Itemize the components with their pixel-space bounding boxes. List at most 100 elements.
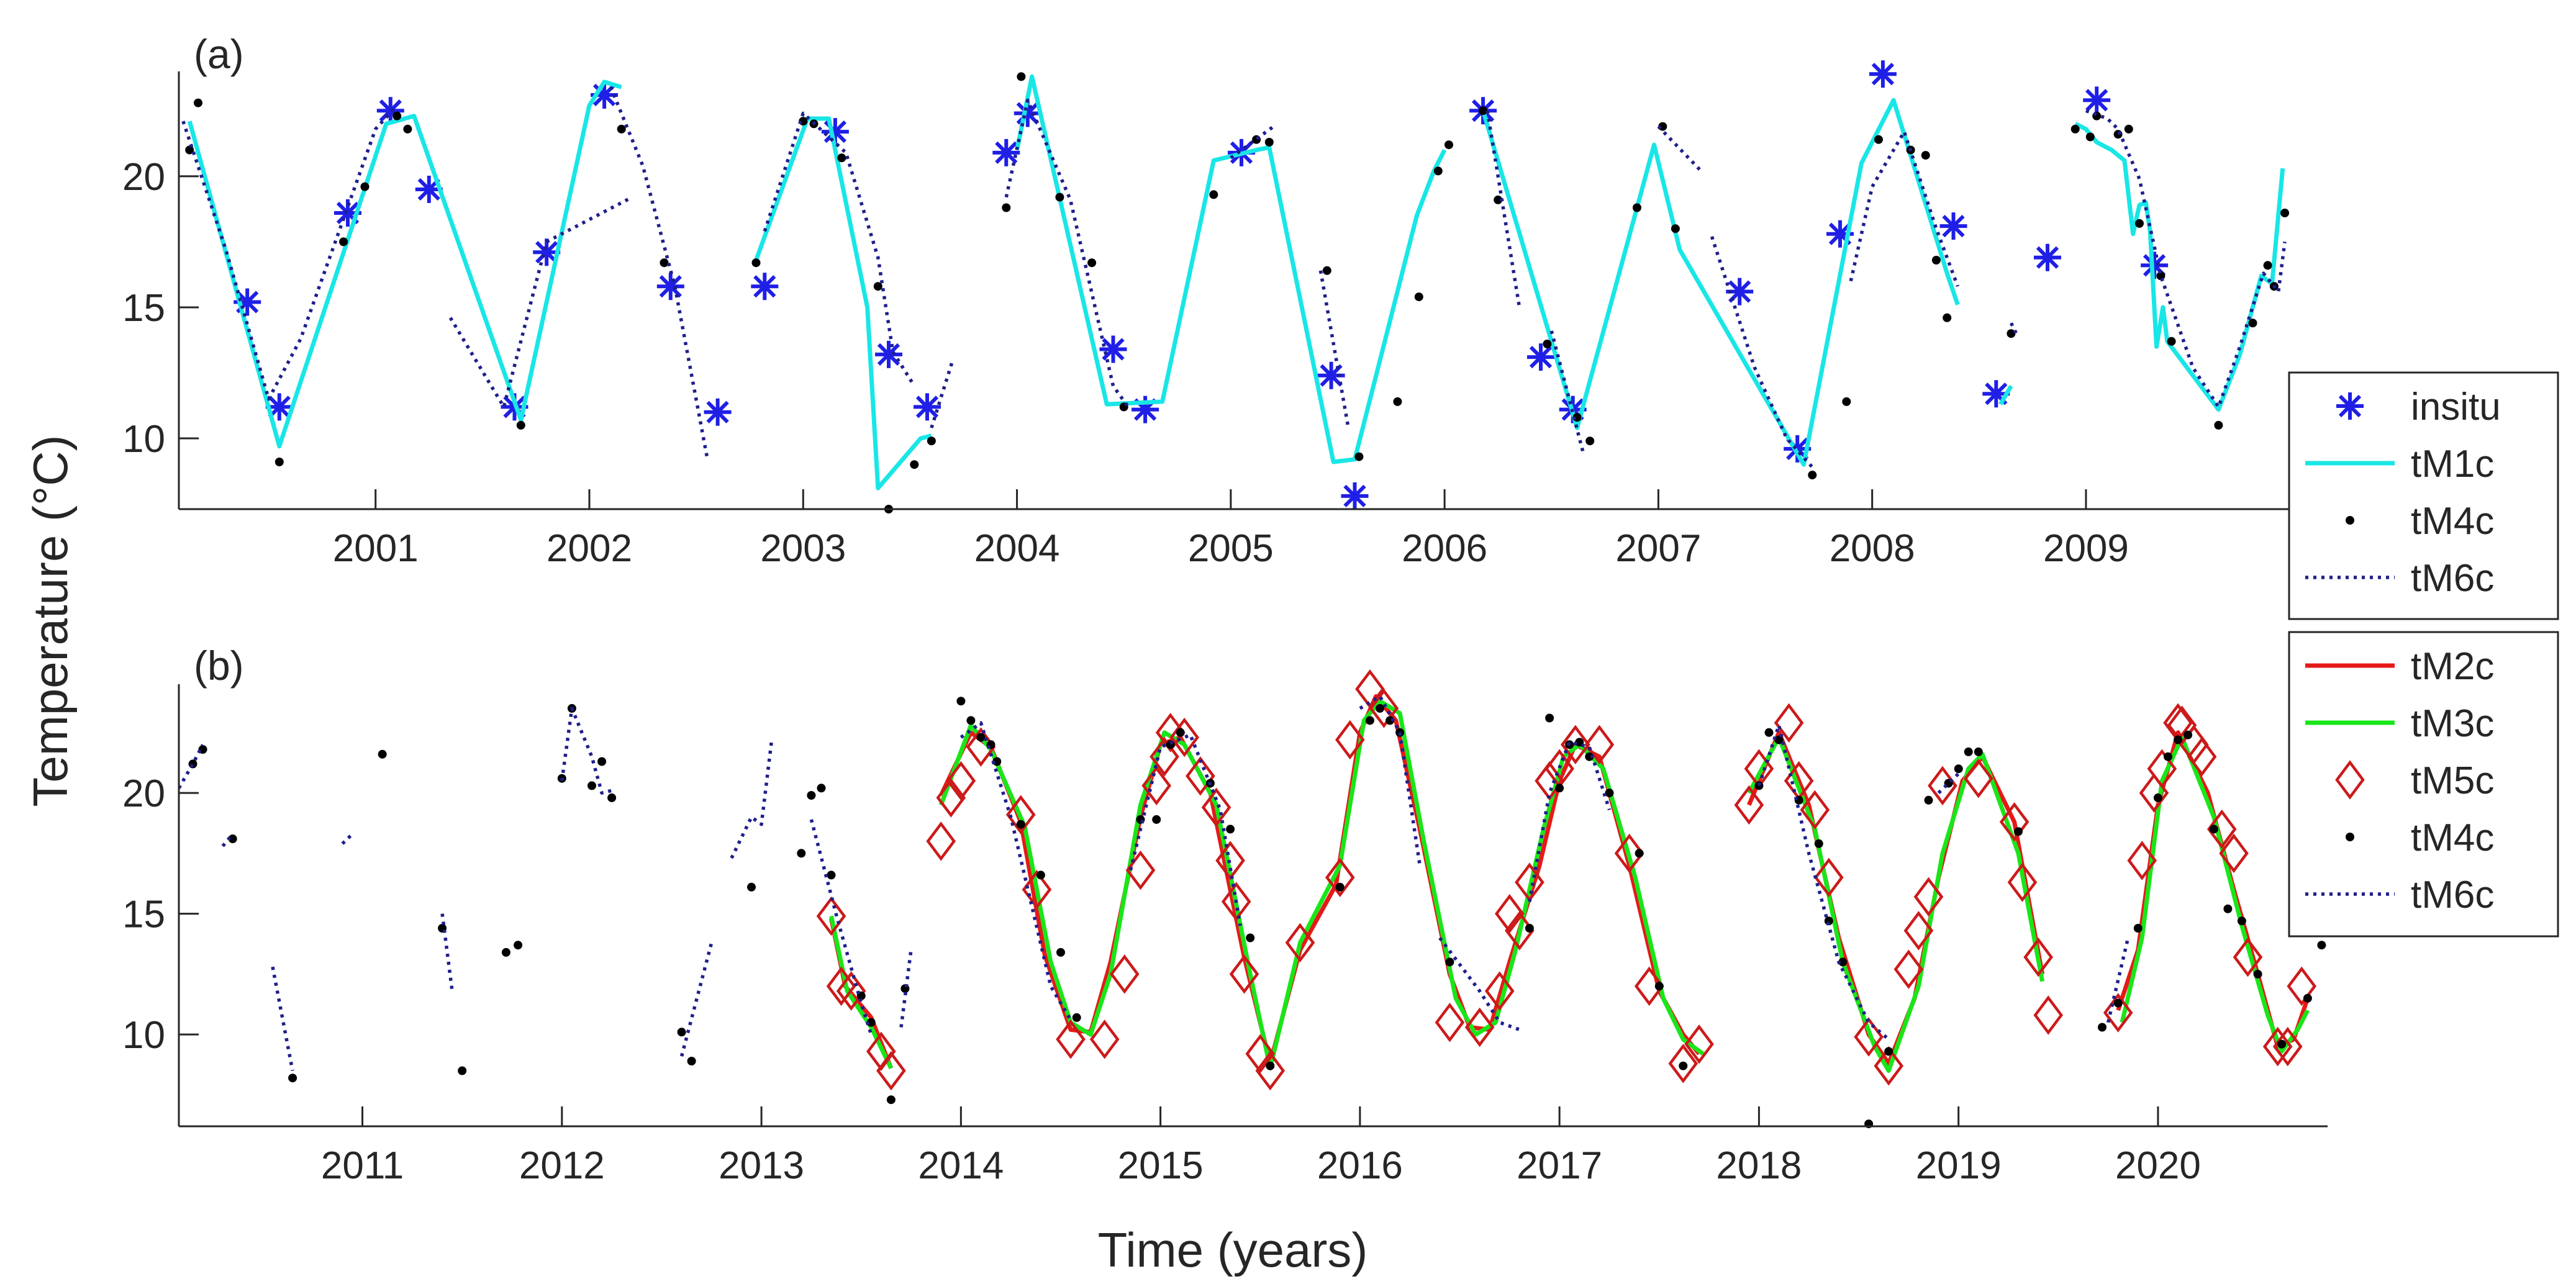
- data-point-tM4c-0-33: [1072, 1013, 1081, 1022]
- data-point-tM4c-0-44: [1376, 703, 1384, 713]
- data-point-tM4c-0-2: [228, 834, 237, 843]
- data-point-tM5c-0-69: [2187, 736, 2217, 777]
- data-point-tM5c-0-63: [2127, 841, 2157, 880]
- data-point-tM4c-0-27: [976, 733, 986, 742]
- data-point-tM4c-0-29: [1414, 292, 1423, 302]
- data-point-tM4c-0-5: [392, 111, 402, 120]
- data-point-tM5c-0-20: [1201, 787, 1231, 828]
- data-point-tM4c-0-48: [1525, 924, 1534, 933]
- data-point-tM4c-0-13: [837, 153, 846, 163]
- x-tick-label: 2018: [1716, 1144, 1802, 1187]
- data-point-tM4c-0-39: [1226, 825, 1235, 834]
- data-point-tM4c-0-62: [1814, 839, 1823, 848]
- data-point-tM4c-0-20: [827, 870, 836, 880]
- series-line-tM6c-13: [2009, 322, 2020, 337]
- data-point-tM4c-0-66: [1884, 1047, 1893, 1056]
- x-tick-label: 2003: [760, 527, 846, 570]
- data-point-tM4c-0-57: [2248, 319, 2257, 328]
- x-tick-label: 2017: [1517, 1144, 1602, 1187]
- data-point-tM5c-0-26: [1285, 923, 1315, 963]
- data-point-tM4c-0-13: [607, 793, 617, 802]
- data-point-insitu-0-20: [1341, 482, 1369, 510]
- data-point-tM4c-0-39: [1671, 224, 1680, 233]
- series-line-tM6c-17: [2106, 937, 2130, 1023]
- series-line-tM6c-2: [271, 966, 294, 1072]
- data-point-tM4c-0-14: [677, 1028, 686, 1037]
- x-tick-label: 2009: [2043, 527, 2129, 570]
- legend-label: tM4c: [2411, 500, 2494, 543]
- x-tick-label: 2005: [1188, 527, 1274, 570]
- legend-marker-tM4c: [2346, 833, 2354, 841]
- data-point-tM4c-0-3: [339, 237, 348, 246]
- series-line-tM6c-15: [1757, 723, 1890, 1041]
- panel-label-a: (a): [194, 31, 244, 77]
- series-line-tM6c-8: [1485, 110, 1522, 308]
- data-point-tM5c-0-21: [1215, 841, 1245, 880]
- plot-area-0: [181, 60, 2289, 513]
- data-point-tM4c-0-3: [288, 1074, 297, 1083]
- series-line-tM6c-1: [221, 833, 234, 848]
- series-line-tM6c-4: [930, 359, 955, 428]
- data-point-tM4c-0-77: [2164, 752, 2172, 761]
- data-point-tM4c-0-37: [1176, 728, 1185, 737]
- data-point-tM4c-0-25: [956, 697, 966, 706]
- data-point-tM4c-0-19: [1017, 72, 1026, 81]
- data-point-tM4c-0-47: [2007, 329, 2016, 338]
- data-point-tM5c-0-29: [1355, 669, 1385, 709]
- legend-a-box: [2288, 371, 2559, 620]
- data-point-tM4c-0-42: [1874, 135, 1883, 144]
- data-point-tM5c-0-34: [1495, 893, 1525, 934]
- data-point-tM4c-0-74: [2113, 998, 2123, 1008]
- series-line-tM6c-8: [809, 819, 873, 1036]
- data-point-tM4c-0-12: [597, 757, 607, 766]
- data-point-tM5c-0-9: [1005, 795, 1036, 834]
- series-line-tM6c-14: [1528, 740, 1612, 902]
- series-line-tM6c-5: [560, 707, 612, 795]
- series-line-tM3c-0: [829, 915, 894, 1070]
- data-point-tM4c-0-58: [2263, 261, 2272, 270]
- data-point-tM5c-0-75: [2287, 966, 2317, 1006]
- series-line-tM1c-2: [1015, 74, 1447, 464]
- data-point-tM5c-0-11: [1056, 1020, 1086, 1059]
- data-point-tM4c-0-31: [1036, 870, 1045, 880]
- data-point-tM4c-0-79: [2184, 730, 2193, 739]
- data-point-tM5c-0-18: [1169, 717, 1199, 757]
- data-point-tM5c-0-31: [1435, 1002, 1465, 1042]
- data-point-tM5c-0-2: [836, 971, 866, 1011]
- data-point-tM4c-0-26: [1322, 266, 1331, 275]
- series-line-tM6c-14: [2085, 109, 2287, 409]
- x-tick-label: 2013: [719, 1144, 804, 1187]
- data-point-tM4c-0-1: [194, 98, 202, 107]
- data-point-tM5c-0-23: [1229, 954, 1259, 994]
- data-point-tM4c-0-32: [1056, 947, 1065, 957]
- data-point-tM5c-0-14: [1125, 850, 1156, 890]
- data-point-tM4c-0-29: [992, 757, 1002, 766]
- data-point-insitu-0-1: [265, 393, 293, 421]
- data-point-insitu-0-10: [751, 273, 779, 301]
- series-line-tM3c-2: [1747, 735, 2045, 1073]
- legend-label: tM3c: [2411, 702, 2494, 745]
- legend-label: tM5c: [2411, 759, 2494, 802]
- data-point-tM5c-0-27: [1325, 857, 1355, 898]
- x-tick-label: 2020: [2115, 1144, 2201, 1187]
- legend-marker-tM4c: [2346, 516, 2354, 525]
- plot-area-1: [179, 669, 2326, 1129]
- series-line-tM1c-0: [187, 79, 622, 449]
- data-point-tM4c-0-44: [1921, 151, 1930, 160]
- y-tick-label: 10: [122, 418, 165, 461]
- data-point-tM5c-0-0: [816, 896, 846, 936]
- chart-a: (a) 10 15 20 2001 2002 2003 2004 2005 2006 2007 20…: [122, 31, 2289, 570]
- data-point-tM4c-0-84: [2277, 1039, 2287, 1049]
- data-point-tM4c-0-10: [751, 258, 761, 268]
- legend-label: tM6c: [2411, 557, 2494, 600]
- data-point-tM5c-0-72: [2233, 937, 2263, 977]
- data-point-tM4c-0-60: [1774, 735, 1784, 744]
- series-line-tM3c-3: [2120, 735, 2310, 1054]
- data-point-tM4c-0-67: [1924, 795, 1933, 805]
- data-point-tM5c-0-30: [1369, 689, 1399, 728]
- data-point-tM5c-0-39: [1561, 725, 1590, 765]
- data-point-tM5c-0-25: [1255, 1051, 1286, 1091]
- data-point-tM4c-0-30: [1016, 820, 1025, 829]
- data-point-tM5c-0-55: [1913, 877, 1944, 917]
- data-point-tM4c-0-19: [817, 784, 826, 793]
